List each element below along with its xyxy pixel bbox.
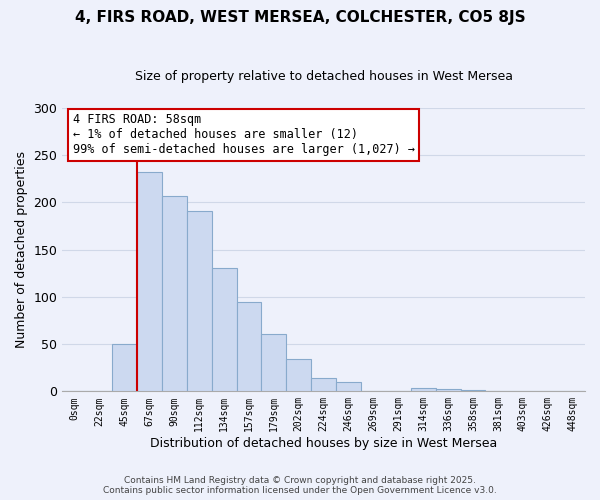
Title: Size of property relative to detached houses in West Mersea: Size of property relative to detached ho… [134, 70, 512, 83]
Y-axis label: Number of detached properties: Number of detached properties [15, 151, 28, 348]
Bar [286, 359, 311, 392]
Bar [336, 382, 361, 392]
Bar [311, 378, 336, 392]
Bar [461, 390, 485, 392]
Bar [262, 334, 286, 392]
Text: 4, FIRS ROAD, WEST MERSEA, COLCHESTER, CO5 8JS: 4, FIRS ROAD, WEST MERSEA, COLCHESTER, C… [74, 10, 526, 25]
Bar [436, 390, 461, 392]
Bar [187, 211, 212, 392]
Bar [137, 172, 162, 392]
Bar [162, 196, 187, 392]
Text: 4 FIRS ROAD: 58sqm
← 1% of detached houses are smaller (12)
99% of semi-detached: 4 FIRS ROAD: 58sqm ← 1% of detached hous… [73, 114, 415, 156]
Bar [236, 302, 262, 392]
Text: Contains HM Land Registry data © Crown copyright and database right 2025.
Contai: Contains HM Land Registry data © Crown c… [103, 476, 497, 495]
X-axis label: Distribution of detached houses by size in West Mersea: Distribution of detached houses by size … [150, 437, 497, 450]
Bar [112, 344, 137, 392]
Bar [212, 268, 236, 392]
Bar [411, 388, 436, 392]
